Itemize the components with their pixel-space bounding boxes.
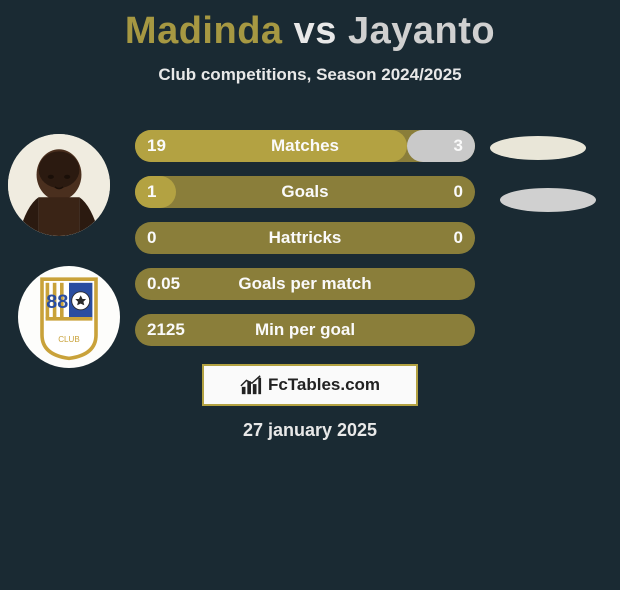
player1-name: Madinda	[125, 10, 283, 52]
stat-row: 0.05Goals per match	[135, 268, 475, 300]
title-vs: vs	[294, 10, 337, 52]
club-badge: 88 CLUB	[18, 266, 120, 368]
stat-row: 00Hattricks	[135, 222, 475, 254]
stat-label: Goals	[135, 176, 475, 208]
stat-row: 193Matches	[135, 130, 475, 162]
bar-chart-icon	[240, 374, 262, 396]
svg-text:CLUB: CLUB	[58, 335, 80, 344]
stat-label: Matches	[135, 130, 475, 162]
side-ellipse	[500, 188, 596, 212]
player-photo	[8, 134, 110, 236]
fctables-watermark: FcTables.com	[202, 364, 418, 406]
player-silhouette-icon	[8, 134, 110, 236]
stats-area: 193Matches 10Goals 00Hattricks 0.05Goals pe…	[135, 130, 475, 360]
subtitle: Club competitions, Season 2024/2025	[0, 65, 620, 85]
stat-row: 10Goals	[135, 176, 475, 208]
club-badge-icon: 88 CLUB	[24, 272, 114, 362]
badge-number: 88	[46, 291, 68, 313]
player2-name: Jayanto	[348, 10, 495, 52]
stat-row: 2125Min per goal	[135, 314, 475, 346]
stat-label: Hattricks	[135, 222, 475, 254]
comparison-title: Madinda vs Jayanto	[0, 10, 620, 53]
stat-label: Min per goal	[135, 314, 475, 346]
date-line: 27 january 2025	[0, 420, 620, 441]
fctables-label: FcTables.com	[268, 375, 380, 395]
stat-label: Goals per match	[135, 268, 475, 300]
side-ellipse	[490, 136, 586, 160]
